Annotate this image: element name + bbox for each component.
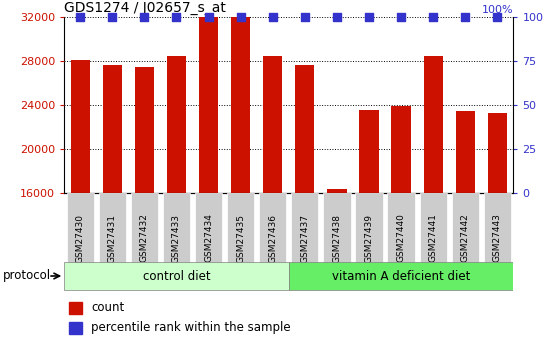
Bar	[387, 193, 415, 283]
Text: GSM27440: GSM27440	[397, 214, 406, 263]
Point	[397, 14, 406, 20]
Text: percentile rank within the sample: percentile rank within the sample	[91, 321, 291, 334]
Text: 100%: 100%	[482, 6, 513, 16]
Bar	[69, 322, 82, 334]
Bar	[328, 189, 347, 193]
Point	[172, 14, 181, 20]
Point	[333, 14, 341, 20]
Bar	[66, 193, 94, 283]
Point	[364, 14, 373, 20]
Bar	[359, 110, 378, 193]
Bar	[195, 193, 222, 283]
Text: GSM27441: GSM27441	[429, 214, 437, 263]
Text: GSM27435: GSM27435	[236, 214, 245, 263]
Text: GSM27438: GSM27438	[333, 214, 341, 263]
Bar	[263, 56, 282, 193]
Text: GSM27431: GSM27431	[108, 214, 117, 263]
Bar	[451, 193, 479, 283]
Text: GSM27442: GSM27442	[461, 214, 470, 263]
Point	[493, 14, 502, 20]
Point	[76, 14, 85, 20]
Bar	[323, 193, 350, 283]
Bar	[231, 17, 251, 193]
Text: GSM27430: GSM27430	[76, 214, 85, 263]
Bar	[295, 65, 315, 193]
Bar	[167, 56, 186, 193]
Bar	[420, 193, 447, 283]
Point	[461, 14, 470, 20]
Bar	[69, 302, 82, 314]
Text: GDS1274 / J02657_s_at: GDS1274 / J02657_s_at	[64, 1, 226, 15]
Bar	[424, 56, 443, 193]
Point	[140, 14, 149, 20]
Bar	[488, 113, 507, 193]
Bar	[64, 262, 289, 290]
Bar	[392, 106, 411, 193]
Text: count: count	[91, 302, 124, 314]
Text: GSM27439: GSM27439	[364, 214, 373, 263]
Text: GSM27433: GSM27433	[172, 214, 181, 263]
Point	[268, 14, 277, 20]
Text: GSM27437: GSM27437	[300, 214, 309, 263]
Bar	[99, 193, 126, 283]
Text: vitamin A deficient diet: vitamin A deficient diet	[332, 269, 470, 283]
Text: protocol: protocol	[3, 269, 51, 283]
Bar	[70, 60, 90, 193]
Bar	[259, 193, 286, 283]
Bar	[484, 193, 511, 283]
Text: GSM27443: GSM27443	[493, 214, 502, 263]
Point	[236, 14, 245, 20]
Point	[204, 14, 213, 20]
Bar	[291, 193, 319, 283]
Bar	[199, 17, 218, 193]
Bar	[135, 67, 154, 193]
Bar	[227, 193, 254, 283]
Bar	[103, 65, 122, 193]
Bar	[289, 262, 513, 290]
Text: GSM27432: GSM27432	[140, 214, 149, 263]
Bar	[455, 111, 475, 193]
Point	[108, 14, 117, 20]
Bar	[163, 193, 190, 283]
Point	[429, 14, 437, 20]
Bar	[131, 193, 158, 283]
Text: GSM27436: GSM27436	[268, 214, 277, 263]
Point	[300, 14, 309, 20]
Text: GSM27434: GSM27434	[204, 214, 213, 263]
Bar	[355, 193, 383, 283]
Text: control diet: control diet	[143, 269, 210, 283]
